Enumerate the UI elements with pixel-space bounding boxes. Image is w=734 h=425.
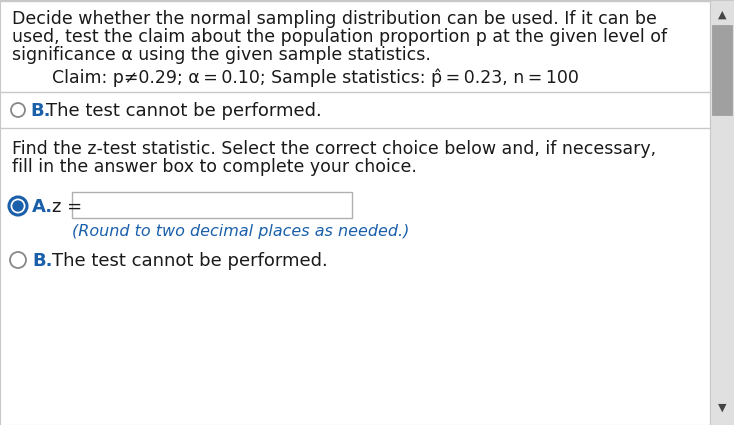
Text: The test cannot be performed.: The test cannot be performed.	[46, 102, 321, 120]
Text: B.: B.	[30, 102, 51, 120]
Text: Decide whether the normal sampling distribution can be used. If it can be: Decide whether the normal sampling distr…	[12, 10, 657, 28]
FancyBboxPatch shape	[712, 25, 732, 115]
Text: (Round to two decimal places as needed.): (Round to two decimal places as needed.)	[72, 224, 410, 239]
FancyBboxPatch shape	[710, 0, 734, 425]
Text: Claim: p≠0.29; α = 0.10; Sample statistics: p̂ = 0.23, n = 100: Claim: p≠0.29; α = 0.10; Sample statisti…	[52, 68, 579, 87]
Text: used, test the claim about the population proportion p at the given level of: used, test the claim about the populatio…	[12, 28, 667, 46]
Text: The test cannot be performed.: The test cannot be performed.	[52, 252, 328, 270]
Text: A.: A.	[32, 198, 53, 216]
Text: significance α using the given sample statistics.: significance α using the given sample st…	[12, 46, 431, 64]
Text: ▲: ▲	[718, 10, 726, 20]
Circle shape	[13, 201, 23, 211]
FancyBboxPatch shape	[72, 192, 352, 218]
Text: ▼: ▼	[718, 403, 726, 413]
FancyBboxPatch shape	[0, 0, 710, 425]
Text: fill in the answer box to complete your choice.: fill in the answer box to complete your …	[12, 158, 417, 176]
Text: Find the z-test statistic. Select the correct choice below and, if necessary,: Find the z-test statistic. Select the co…	[12, 140, 656, 158]
Text: z =: z =	[52, 198, 82, 216]
Text: B.: B.	[32, 252, 53, 270]
